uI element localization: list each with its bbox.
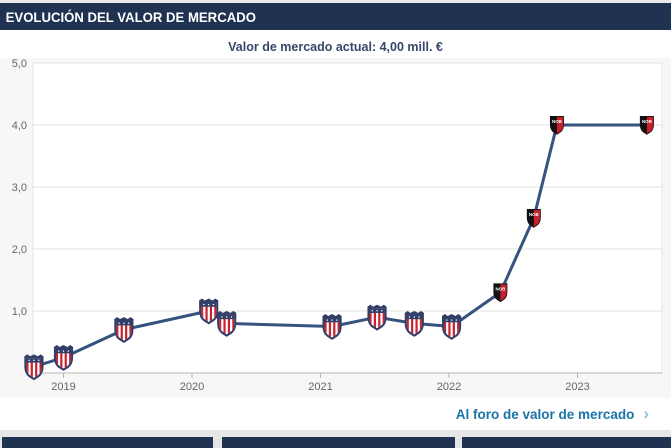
current-market-value-label: Valor de mercado actual: 4,00 mill. € <box>228 40 443 54</box>
forum-link-label: Al foro de valor de mercado <box>455 406 635 422</box>
striped-crest-icon[interactable] <box>24 354 43 380</box>
y-axis-tick-label: 4,0 <box>12 120 27 132</box>
section-title: EVOLUCIÓN DEL VALOR DE MERCADO <box>5 8 256 25</box>
x-axis-tick-label: 2021 <box>308 381 332 393</box>
footer-link-row: Al foro de valor de mercado › <box>0 398 671 430</box>
x-axis-tick-label: 2020 <box>180 381 204 393</box>
x-axis-tick-label: 2023 <box>565 381 589 393</box>
x-axis-tick-label: 2019 <box>51 381 75 393</box>
y-axis-tick-label: 2,0 <box>12 244 27 256</box>
chevron-right-icon: › <box>643 403 649 423</box>
plot-background <box>32 62 663 374</box>
y-axis-tick-label: 5,0 <box>12 58 27 70</box>
next-box-header-bar <box>2 437 213 448</box>
next-box-header-bar <box>462 437 671 448</box>
next-section-strip <box>0 430 671 448</box>
x-axis-tick-label: 2022 <box>437 381 461 393</box>
y-axis-tick-label: 3,0 <box>12 182 27 194</box>
next-box-header-bar <box>222 437 455 448</box>
market-value-forum-link[interactable]: Al foro de valor de mercado › <box>455 403 649 423</box>
y-axis-tick-label: 1,0 <box>12 306 27 318</box>
section-header-bar: EVOLUCIÓN DEL VALOR DE MERCADO <box>0 3 671 30</box>
